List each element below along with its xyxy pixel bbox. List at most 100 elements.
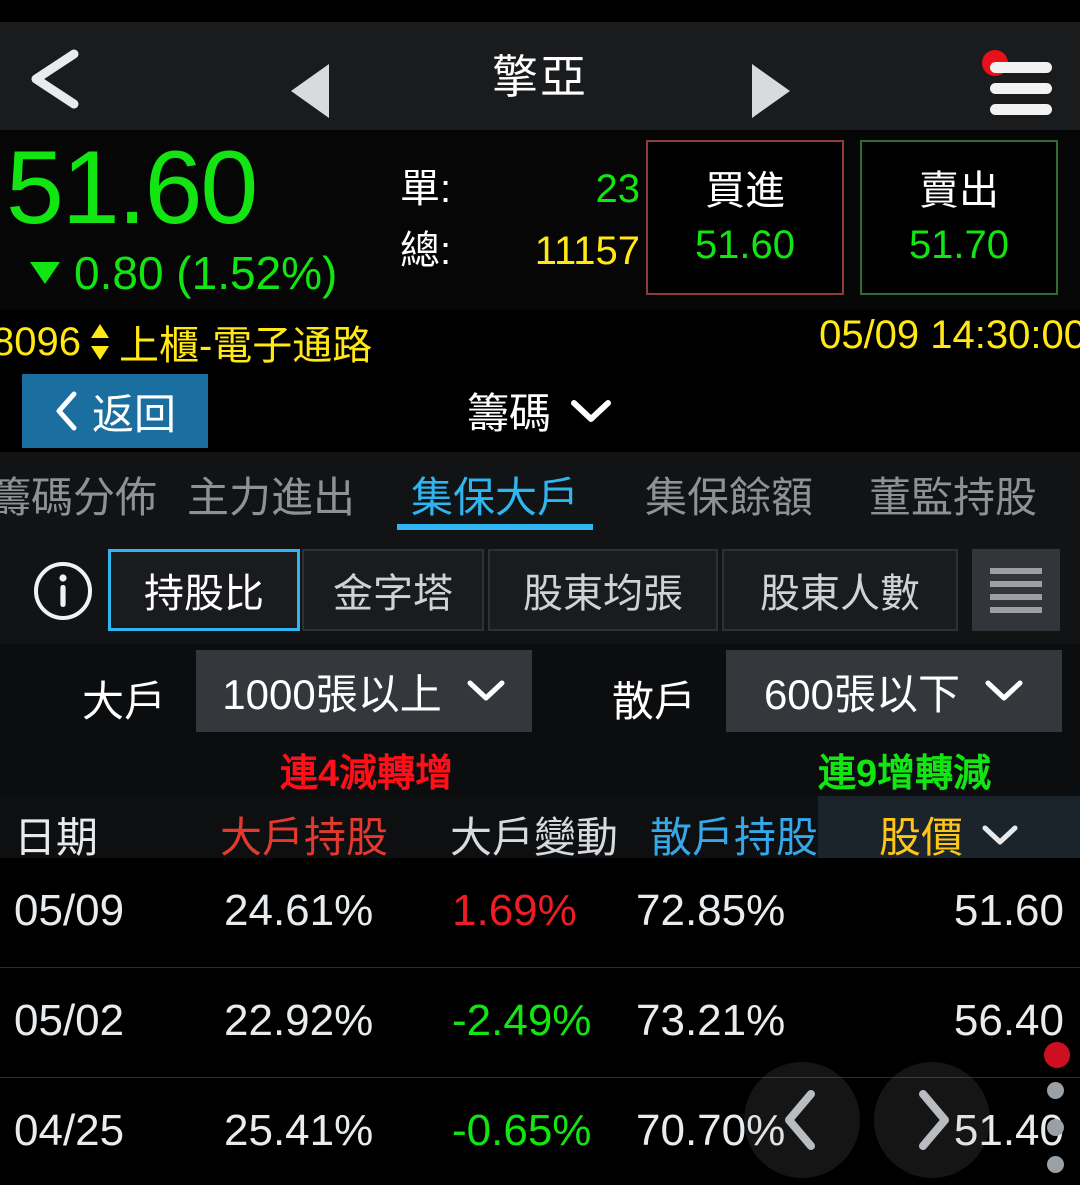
table-header: 日期 大戶持股 大戶變動 散戶持股 股價: [0, 796, 1080, 861]
mode-button-label: 股東均張: [523, 572, 683, 616]
info-circle-icon[interactable]: [32, 560, 94, 627]
cell-date: 04/25: [14, 1106, 125, 1155]
cell-big-change: -0.65%: [452, 1106, 592, 1155]
tab-label: 集保餘額: [644, 473, 813, 521]
tab-label: 董監持股: [868, 473, 1037, 521]
single-volume-label: 單:: [400, 167, 452, 211]
chevron-left-icon: [785, 1090, 815, 1150]
floating-next-button[interactable]: [874, 1062, 990, 1178]
chevron-right-icon: [919, 1090, 949, 1150]
floating-prev-button[interactable]: [744, 1062, 860, 1178]
view-mode-bar: 持股比 金字塔 股東均張 股東人數: [0, 536, 1080, 644]
cell-retail-holding: 70.70%: [636, 1106, 786, 1155]
red-dot-badge-icon: [1044, 1042, 1070, 1068]
section-chevron-down-icon: [571, 399, 611, 422]
tab-chip-distribution[interactable]: 籌碼分佈: [0, 452, 164, 536]
cell-retail-holding: 73.21%: [636, 996, 786, 1045]
cell-big-holding: 24.61%: [224, 886, 374, 935]
retail-filter-select[interactable]: 600張以下: [726, 650, 1062, 732]
vertical-dots-menu[interactable]: [1044, 1042, 1070, 1185]
tab-major-flow[interactable]: 主力進出: [164, 452, 378, 536]
volume-block: 單: 23 總: 11157: [400, 156, 640, 280]
big-holder-filter-select[interactable]: 1000張以上: [196, 650, 532, 732]
quote-timestamp: 05/09 14:30:00: [819, 313, 1080, 357]
single-volume-row: 單: 23: [400, 156, 640, 218]
buy-button[interactable]: 買進 51.60: [646, 140, 844, 295]
chevron-down-icon: [467, 680, 505, 701]
last-price: 51.60: [6, 130, 258, 246]
return-label: 返回: [91, 390, 176, 438]
tab-label: 集保大戶: [410, 473, 579, 521]
buy-label: 買進: [705, 168, 785, 213]
price-down-triangle-icon: [30, 262, 60, 284]
tab-custody-balance[interactable]: 集保餘額: [612, 452, 846, 536]
up-down-arrow-icon: [90, 324, 109, 360]
filter-row: 大戶 1000張以上 散戶 600張以下: [0, 644, 1080, 744]
section-control-row: 返回 籌碼: [0, 370, 1080, 452]
header-big-change: 大戶變動: [450, 814, 619, 861]
return-chevron-icon: [56, 391, 77, 431]
mode-button-pyramid[interactable]: 金字塔: [302, 549, 484, 631]
header-retail-holding: 散戶持股: [650, 814, 819, 861]
big-holder-streak: 連4減轉增: [280, 753, 454, 795]
retail-streak: 連9增轉減: [818, 753, 992, 795]
price-change-value: 0.80 (1.52%): [74, 247, 338, 299]
next-stock-icon[interactable]: [742, 62, 796, 120]
cell-date: 05/02: [14, 996, 125, 1045]
cell-retail-holding: 72.85%: [636, 886, 786, 935]
sell-price: 51.70: [908, 222, 1010, 267]
cell-price: 56.40: [953, 996, 1064, 1045]
mode-button-holding-ratio[interactable]: 持股比: [108, 549, 300, 631]
list-lines-icon[interactable]: [972, 549, 1060, 631]
mode-button-avg-lots[interactable]: 股東均張: [488, 549, 718, 631]
return-button[interactable]: 返回: [22, 374, 208, 448]
cell-price: 51.40: [953, 1106, 1064, 1155]
section-label: 籌碼: [466, 390, 551, 437]
chevron-down-icon: [985, 680, 1023, 701]
tab-label: 主力進出: [186, 473, 355, 521]
chevron-down-icon: [982, 825, 1018, 844]
total-volume-value: 11157: [534, 229, 640, 273]
prev-stock-icon[interactable]: [285, 62, 339, 120]
sell-label: 賣出: [919, 168, 999, 213]
table-row[interactable]: 04/25 25.41% -0.65% 70.70% 51.40: [0, 1078, 1080, 1185]
cell-price: 51.60: [953, 886, 1064, 935]
big-holder-filter-value: 1000張以上: [222, 670, 442, 718]
mode-button-label: 持股比: [144, 572, 264, 616]
price-column-highlight: [818, 796, 1080, 858]
table-row[interactable]: 05/02 22.92% -2.49% 73.21% 56.40: [0, 968, 1080, 1078]
header-price-sort[interactable]: 股價: [818, 804, 1080, 865]
status-bar: [0, 0, 1080, 22]
retail-filter-value: 600張以下: [763, 670, 961, 718]
mode-button-holder-count[interactable]: 股東人數: [722, 549, 958, 631]
cell-big-holding: 25.41%: [224, 1106, 374, 1155]
sell-button[interactable]: 賣出 51.70: [860, 140, 1058, 295]
stock-identity: 8096 上櫃-電子通路: [0, 313, 372, 371]
cell-big-change: -2.49%: [452, 996, 592, 1045]
total-volume-row: 總: 11157: [400, 218, 640, 280]
header-date: 日期: [14, 814, 99, 861]
total-volume-label: 總:: [400, 229, 452, 273]
header-big-holding: 大戶持股: [220, 814, 389, 861]
top-navigation-bar: 擎亞: [0, 22, 1080, 148]
single-volume-value: 23: [595, 167, 641, 211]
table-row[interactable]: 05/09 24.61% 1.69% 72.85% 51.60: [0, 858, 1080, 968]
back-chevron-icon[interactable]: [22, 48, 92, 110]
mode-button-label: 金字塔: [333, 572, 453, 616]
big-holder-filter-label: 大戶: [82, 678, 167, 725]
tab-custody-big-holders[interactable]: 集保大戶: [378, 452, 612, 536]
section-tabs: 籌碼分佈 主力進出 集保大戶 集保餘額 董監持股: [0, 452, 1080, 536]
stock-market-category: 上櫃-電子通路: [118, 324, 373, 368]
mode-button-label: 股東人數: [760, 572, 920, 616]
cell-date: 05/09: [14, 886, 125, 935]
hamburger-menu-icon[interactable]: [982, 50, 1056, 118]
price-change: 0.80 (1.52%): [30, 248, 337, 298]
cell-big-change: 1.69%: [452, 886, 577, 935]
page-title: 擎亞: [492, 51, 588, 103]
header-price-label: 股價: [878, 814, 963, 861]
buy-price: 51.60: [694, 222, 796, 267]
tab-director-holdings[interactable]: 董監持股: [846, 452, 1060, 536]
quote-panel: 51.60 0.80 (1.52%) 單: 23 總: 11157 買進 51.…: [0, 130, 1080, 310]
section-dropdown[interactable]: 籌碼: [0, 380, 1080, 441]
retail-filter-label: 散戶: [612, 678, 697, 725]
